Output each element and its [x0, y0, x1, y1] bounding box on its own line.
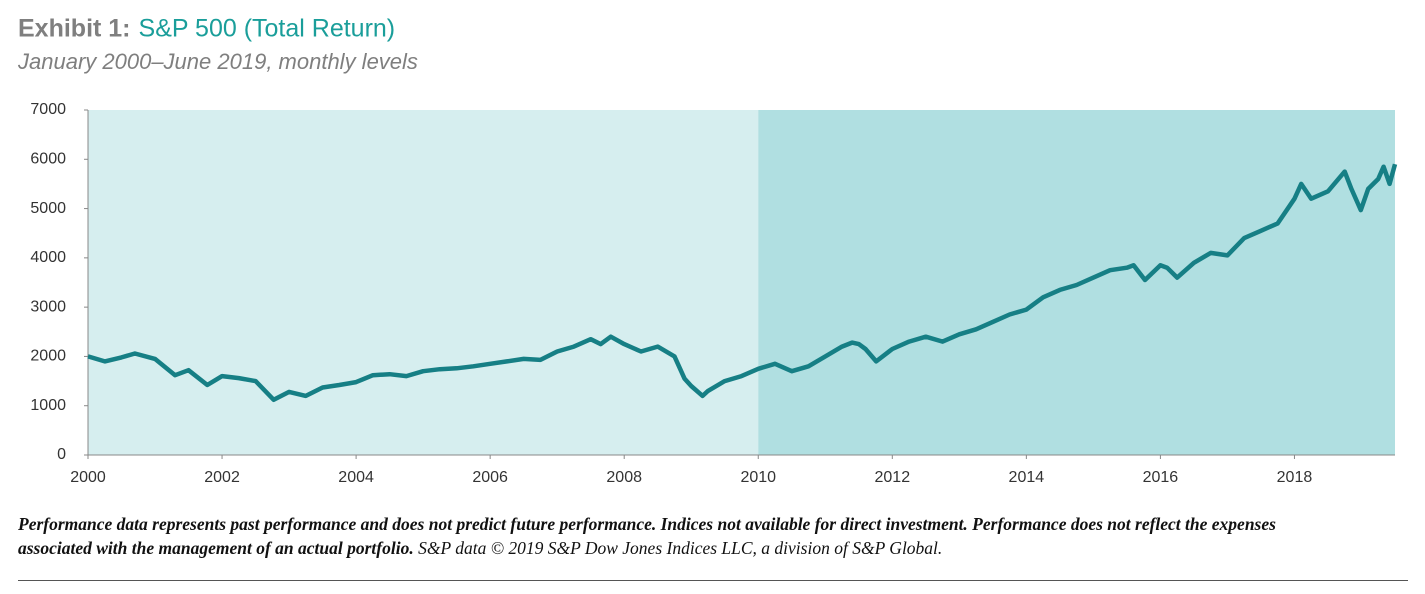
- x-tick-label: 2014: [1009, 469, 1045, 486]
- shaded-band: [758, 110, 1395, 455]
- x-tick-label: 2016: [1143, 469, 1179, 486]
- footnote-bold: Performance data represents past perform…: [18, 514, 1276, 558]
- y-tick-label: 5000: [30, 200, 66, 217]
- footnote: Performance data represents past perform…: [18, 512, 1348, 560]
- x-tick-label: 2008: [606, 469, 642, 486]
- y-tick-label: 1000: [30, 397, 66, 414]
- x-tick-label: 2002: [204, 469, 240, 486]
- x-tick-label: 2004: [338, 469, 374, 486]
- x-tick-label: 2018: [1277, 469, 1313, 486]
- y-tick-label: 4000: [30, 249, 66, 266]
- data-line: [87, 163, 1398, 403]
- chart: Exhibit 1: S&P 500 (Total Return) Januar…: [17, 15, 1398, 486]
- x-tick-label: 2006: [472, 469, 508, 486]
- y-tick-label: 3000: [30, 298, 66, 315]
- chart-title: S&P 500 (Total Return): [139, 15, 396, 43]
- x-tick-label: 2010: [740, 469, 776, 486]
- y-tick-label: 0: [57, 446, 66, 463]
- shaded-band: [88, 110, 759, 455]
- y-tick-label: 7000: [30, 101, 66, 118]
- divider: [18, 580, 1408, 581]
- title-prefix: Exhibit 1:: [18, 15, 131, 43]
- x-tick-label: 2012: [875, 469, 911, 486]
- chart-subtitle: January 2000–June 2019, monthly levels: [17, 49, 418, 74]
- x-tick-label: 2000: [70, 469, 106, 486]
- y-tick-label: 6000: [30, 151, 66, 168]
- y-tick-label: 2000: [30, 348, 66, 365]
- footnote-text: S&P data © 2019 S&P Dow Jones Indices LL…: [418, 538, 943, 558]
